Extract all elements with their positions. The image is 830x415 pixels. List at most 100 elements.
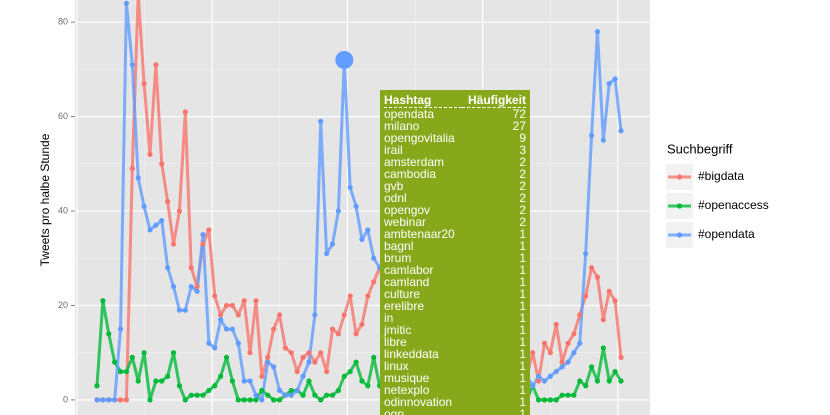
tooltip-count: 1: [519, 407, 526, 415]
data-point: [212, 345, 218, 351]
data-point: [612, 368, 618, 375]
y-tick-label: 80: [58, 17, 68, 27]
tooltip-hashtag: odnl: [384, 191, 407, 205]
data-point: [324, 250, 330, 257]
data-point: [329, 326, 336, 332]
series-line: [97, 0, 623, 402]
tooltip-count: 2: [519, 155, 526, 169]
data-point: [594, 29, 601, 35]
data-point: [600, 137, 606, 143]
data-point: [170, 241, 177, 247]
y-axis-label: Tweets pro halbe Stunde: [38, 133, 52, 266]
data-point: [535, 397, 542, 403]
data-point: [583, 250, 589, 257]
data-point: [583, 293, 589, 299]
data-point: [365, 227, 371, 233]
data-point: [176, 208, 183, 214]
data-point: [117, 368, 124, 375]
tooltip-row: linux 1: [384, 360, 526, 372]
data-point: [347, 368, 353, 375]
y-tick-label: 60: [58, 111, 68, 121]
data-point: [282, 392, 289, 398]
data-point: [141, 80, 147, 87]
tooltip-header: Hashtag: [384, 93, 432, 107]
data-point: [247, 350, 253, 356]
y-tick-label: 0: [63, 394, 68, 404]
data-point: [94, 397, 100, 403]
data-point: [194, 283, 200, 290]
data-point: [565, 392, 571, 398]
data-point: [571, 392, 577, 398]
highlighted-point: [335, 50, 354, 69]
data-point: [223, 302, 230, 309]
data-point: [530, 383, 536, 389]
data-point: [306, 378, 312, 384]
data-point: [371, 354, 377, 361]
tooltip-rows: opendata 72 milano 27 opengovitalia 9 irail 3 am…: [384, 108, 526, 415]
data-point: [200, 232, 206, 238]
tooltip-row: opengov 2: [384, 204, 526, 216]
legend-label: #bigdata: [698, 169, 744, 183]
data-point: [271, 364, 277, 370]
data-point: [583, 383, 589, 389]
data-point: [265, 354, 271, 361]
data-point: [176, 383, 183, 389]
tooltip-row: odnl 2: [384, 192, 526, 204]
tooltip-hashtag: opengovitalia: [384, 131, 455, 145]
tooltip: Hashtag Häufigkeit opendata 72 milano 27 ope…: [380, 90, 530, 415]
data-point: [188, 283, 194, 290]
data-point: [588, 132, 595, 139]
tooltip-row: opendata 72: [384, 108, 526, 121]
data-point: [541, 378, 548, 384]
data-point: [612, 76, 618, 82]
tooltip-hashtag: erelibre: [384, 299, 425, 313]
data-point: [265, 392, 271, 398]
tooltip-count: 1: [519, 275, 526, 289]
data-point: [347, 293, 353, 299]
data-point: [106, 331, 112, 337]
data-point: [600, 345, 606, 351]
tooltip-row: amsterdam 2: [384, 156, 526, 168]
data-point: [312, 359, 318, 365]
data-point: [565, 340, 571, 346]
data-point: [159, 378, 165, 384]
data-point: [117, 326, 124, 332]
tooltip-hashtag: opengov: [384, 203, 431, 217]
data-point: [129, 354, 135, 361]
data-point: [170, 283, 177, 290]
y-tick-label: 40: [58, 205, 68, 215]
tooltip-count: 1: [519, 323, 526, 337]
data-point: [547, 350, 553, 356]
tooltip-count: 1: [519, 227, 526, 241]
data-point: [112, 359, 118, 365]
tooltip-count: 72: [512, 107, 526, 121]
data-point: [241, 397, 247, 403]
data-point: [141, 350, 147, 356]
data-point: [165, 265, 171, 271]
legend: Suchbegriff #bigdata #openaccess #opendata: [666, 141, 769, 248]
data-point: [153, 62, 159, 68]
data-point: [300, 354, 306, 361]
data-point: [188, 265, 194, 271]
data-point: [247, 378, 253, 384]
tooltip-count: 1: [519, 371, 526, 385]
legend-label: #openaccess: [698, 198, 769, 212]
data-point: [235, 312, 241, 318]
data-point: [276, 387, 283, 394]
data-point: [288, 350, 294, 356]
tooltip-row: jmitic 1: [384, 324, 526, 336]
data-point: [253, 392, 259, 398]
data-point: [194, 392, 200, 398]
tooltip-row: irail 3: [384, 144, 526, 156]
data-point: [335, 331, 341, 337]
tooltip-hashtag: cambodia: [384, 167, 437, 181]
data-point: [365, 293, 371, 299]
data-point: [318, 350, 324, 356]
data-point: [112, 397, 118, 403]
data-point: [182, 397, 188, 403]
tooltip-row: culture 1: [384, 288, 526, 300]
legend-point: [676, 232, 683, 238]
data-point: [235, 397, 241, 403]
tooltip-row: erelibre 1: [384, 300, 526, 312]
